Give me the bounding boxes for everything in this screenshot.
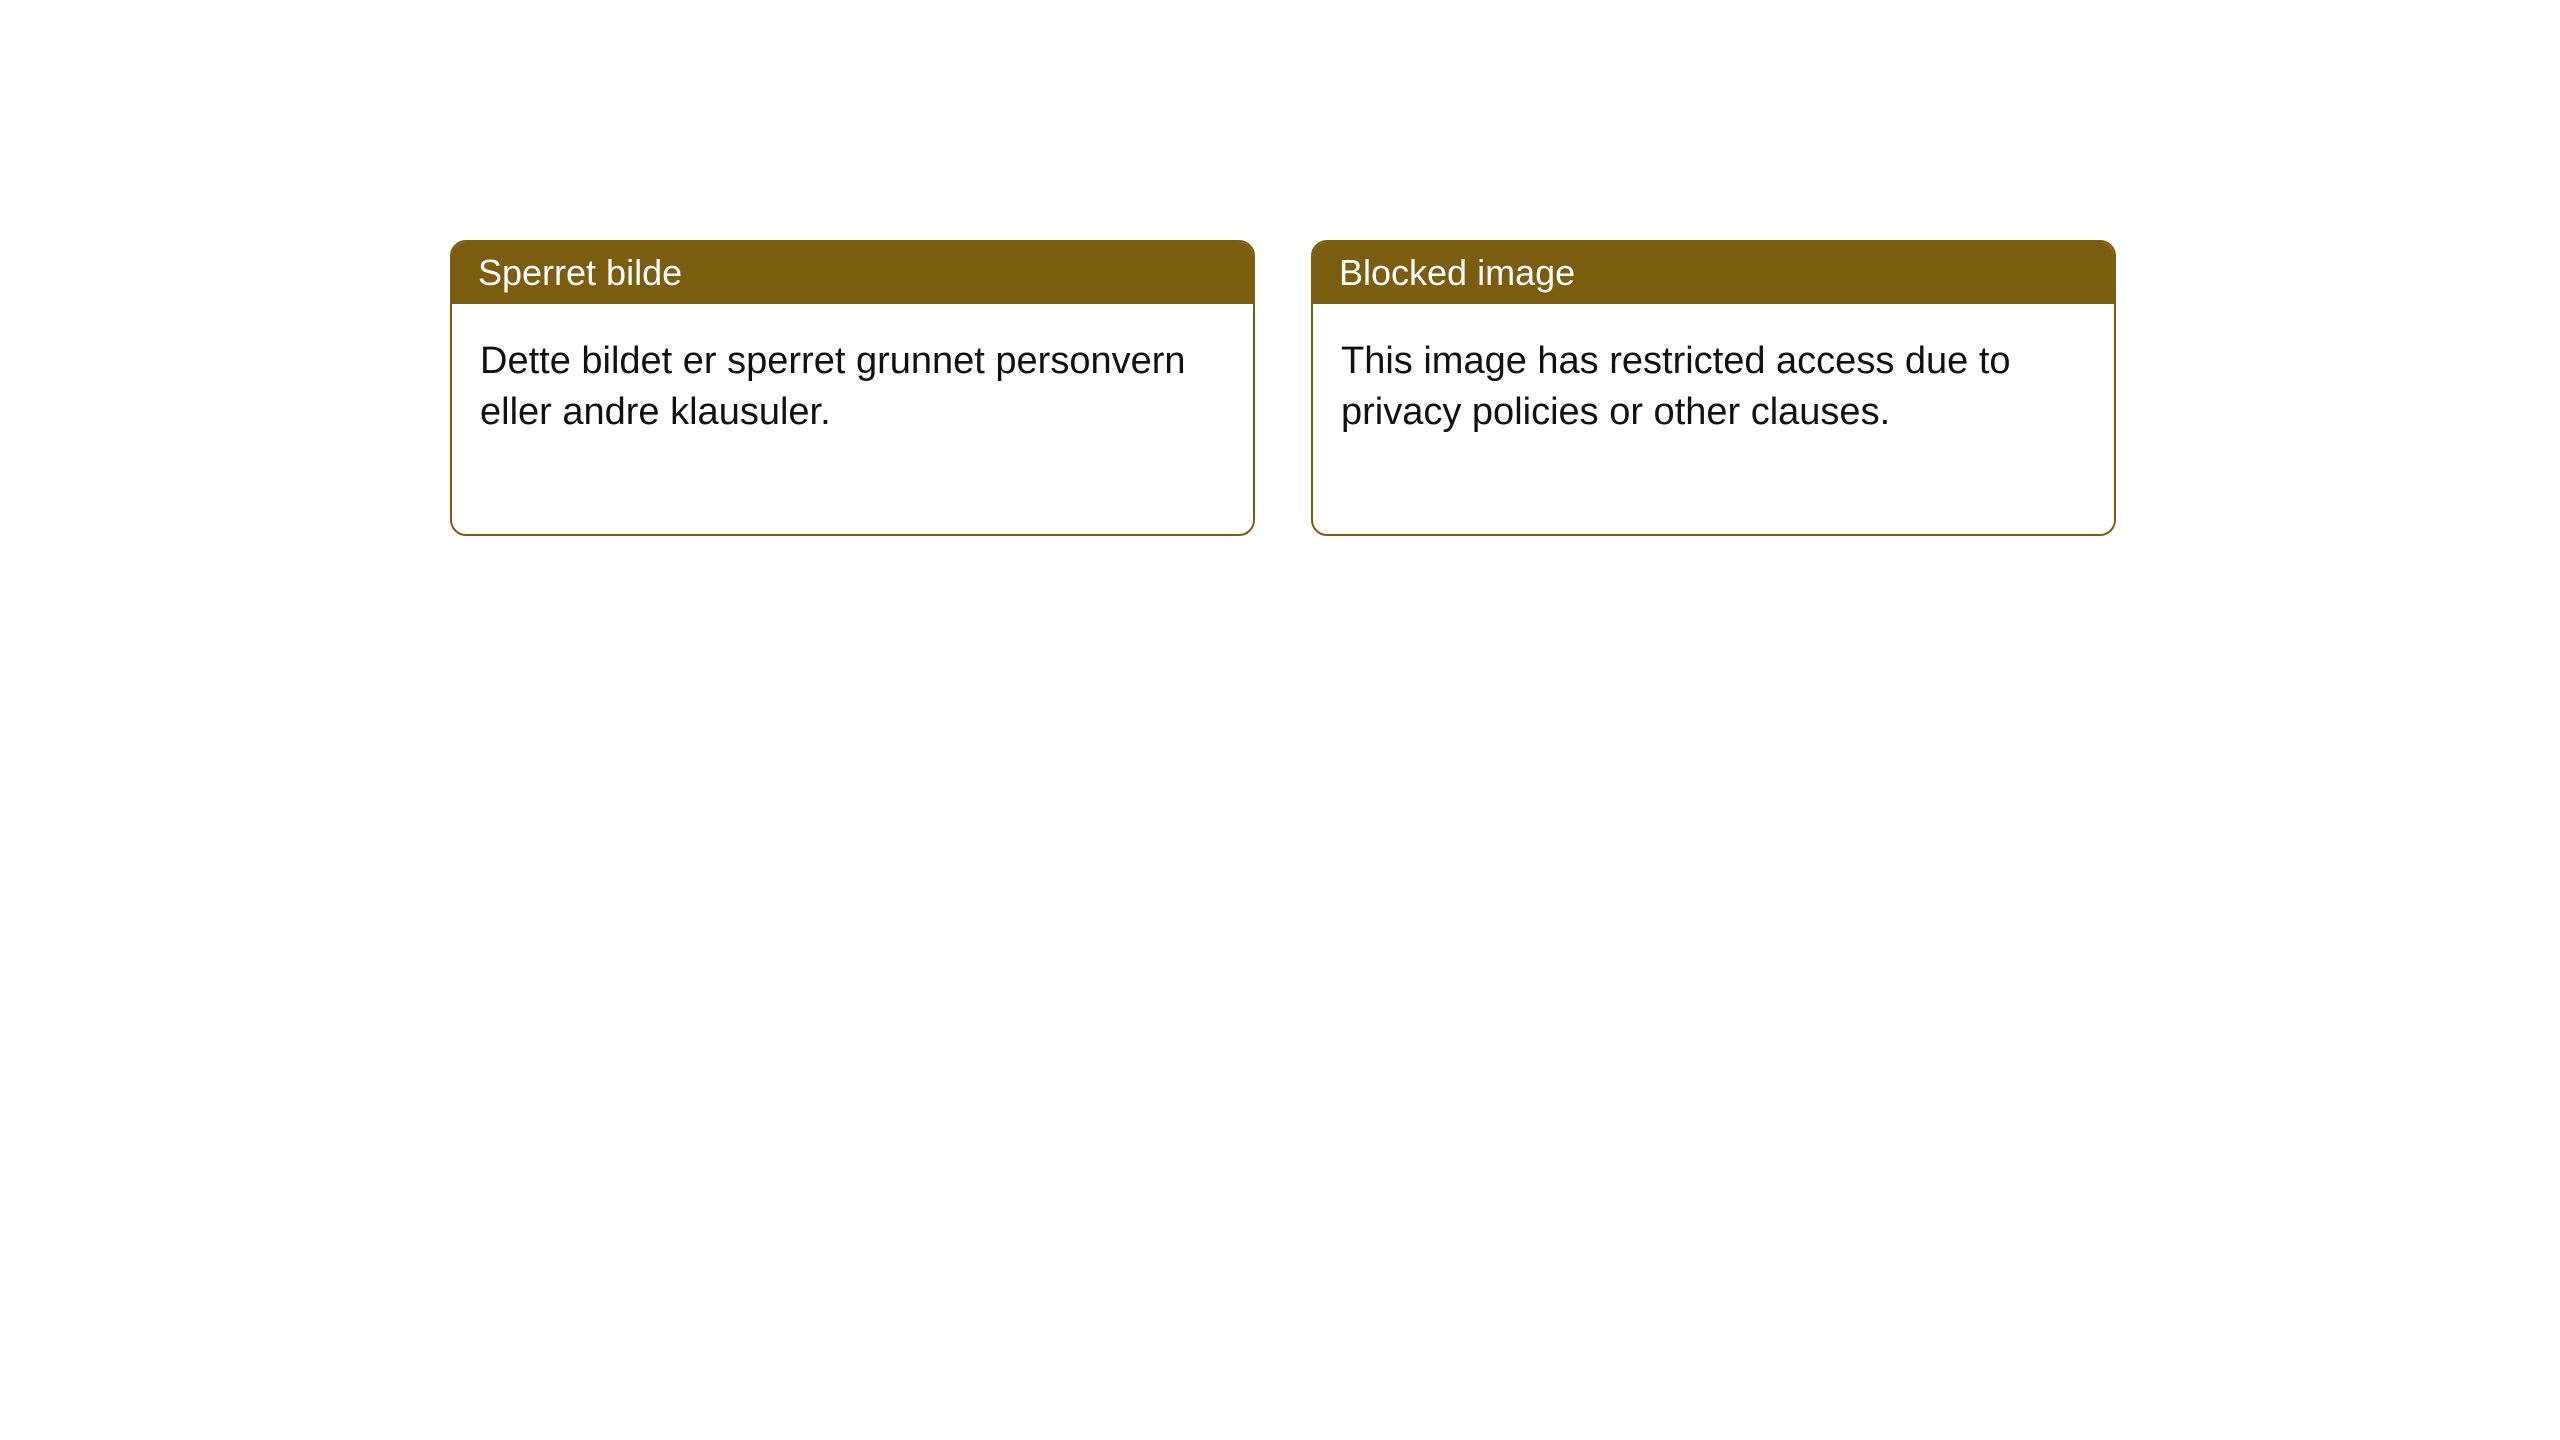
notice-card-norwegian: Sperret bilde Dette bildet er sperret gr… xyxy=(450,240,1255,536)
notice-message-english: This image has restricted access due to … xyxy=(1313,304,2114,534)
notice-title-english: Blocked image xyxy=(1313,242,2114,304)
notice-container: Sperret bilde Dette bildet er sperret gr… xyxy=(0,0,2560,536)
notice-message-norwegian: Dette bildet er sperret grunnet personve… xyxy=(452,304,1253,534)
notice-title-norwegian: Sperret bilde xyxy=(452,242,1253,304)
notice-card-english: Blocked image This image has restricted … xyxy=(1311,240,2116,536)
